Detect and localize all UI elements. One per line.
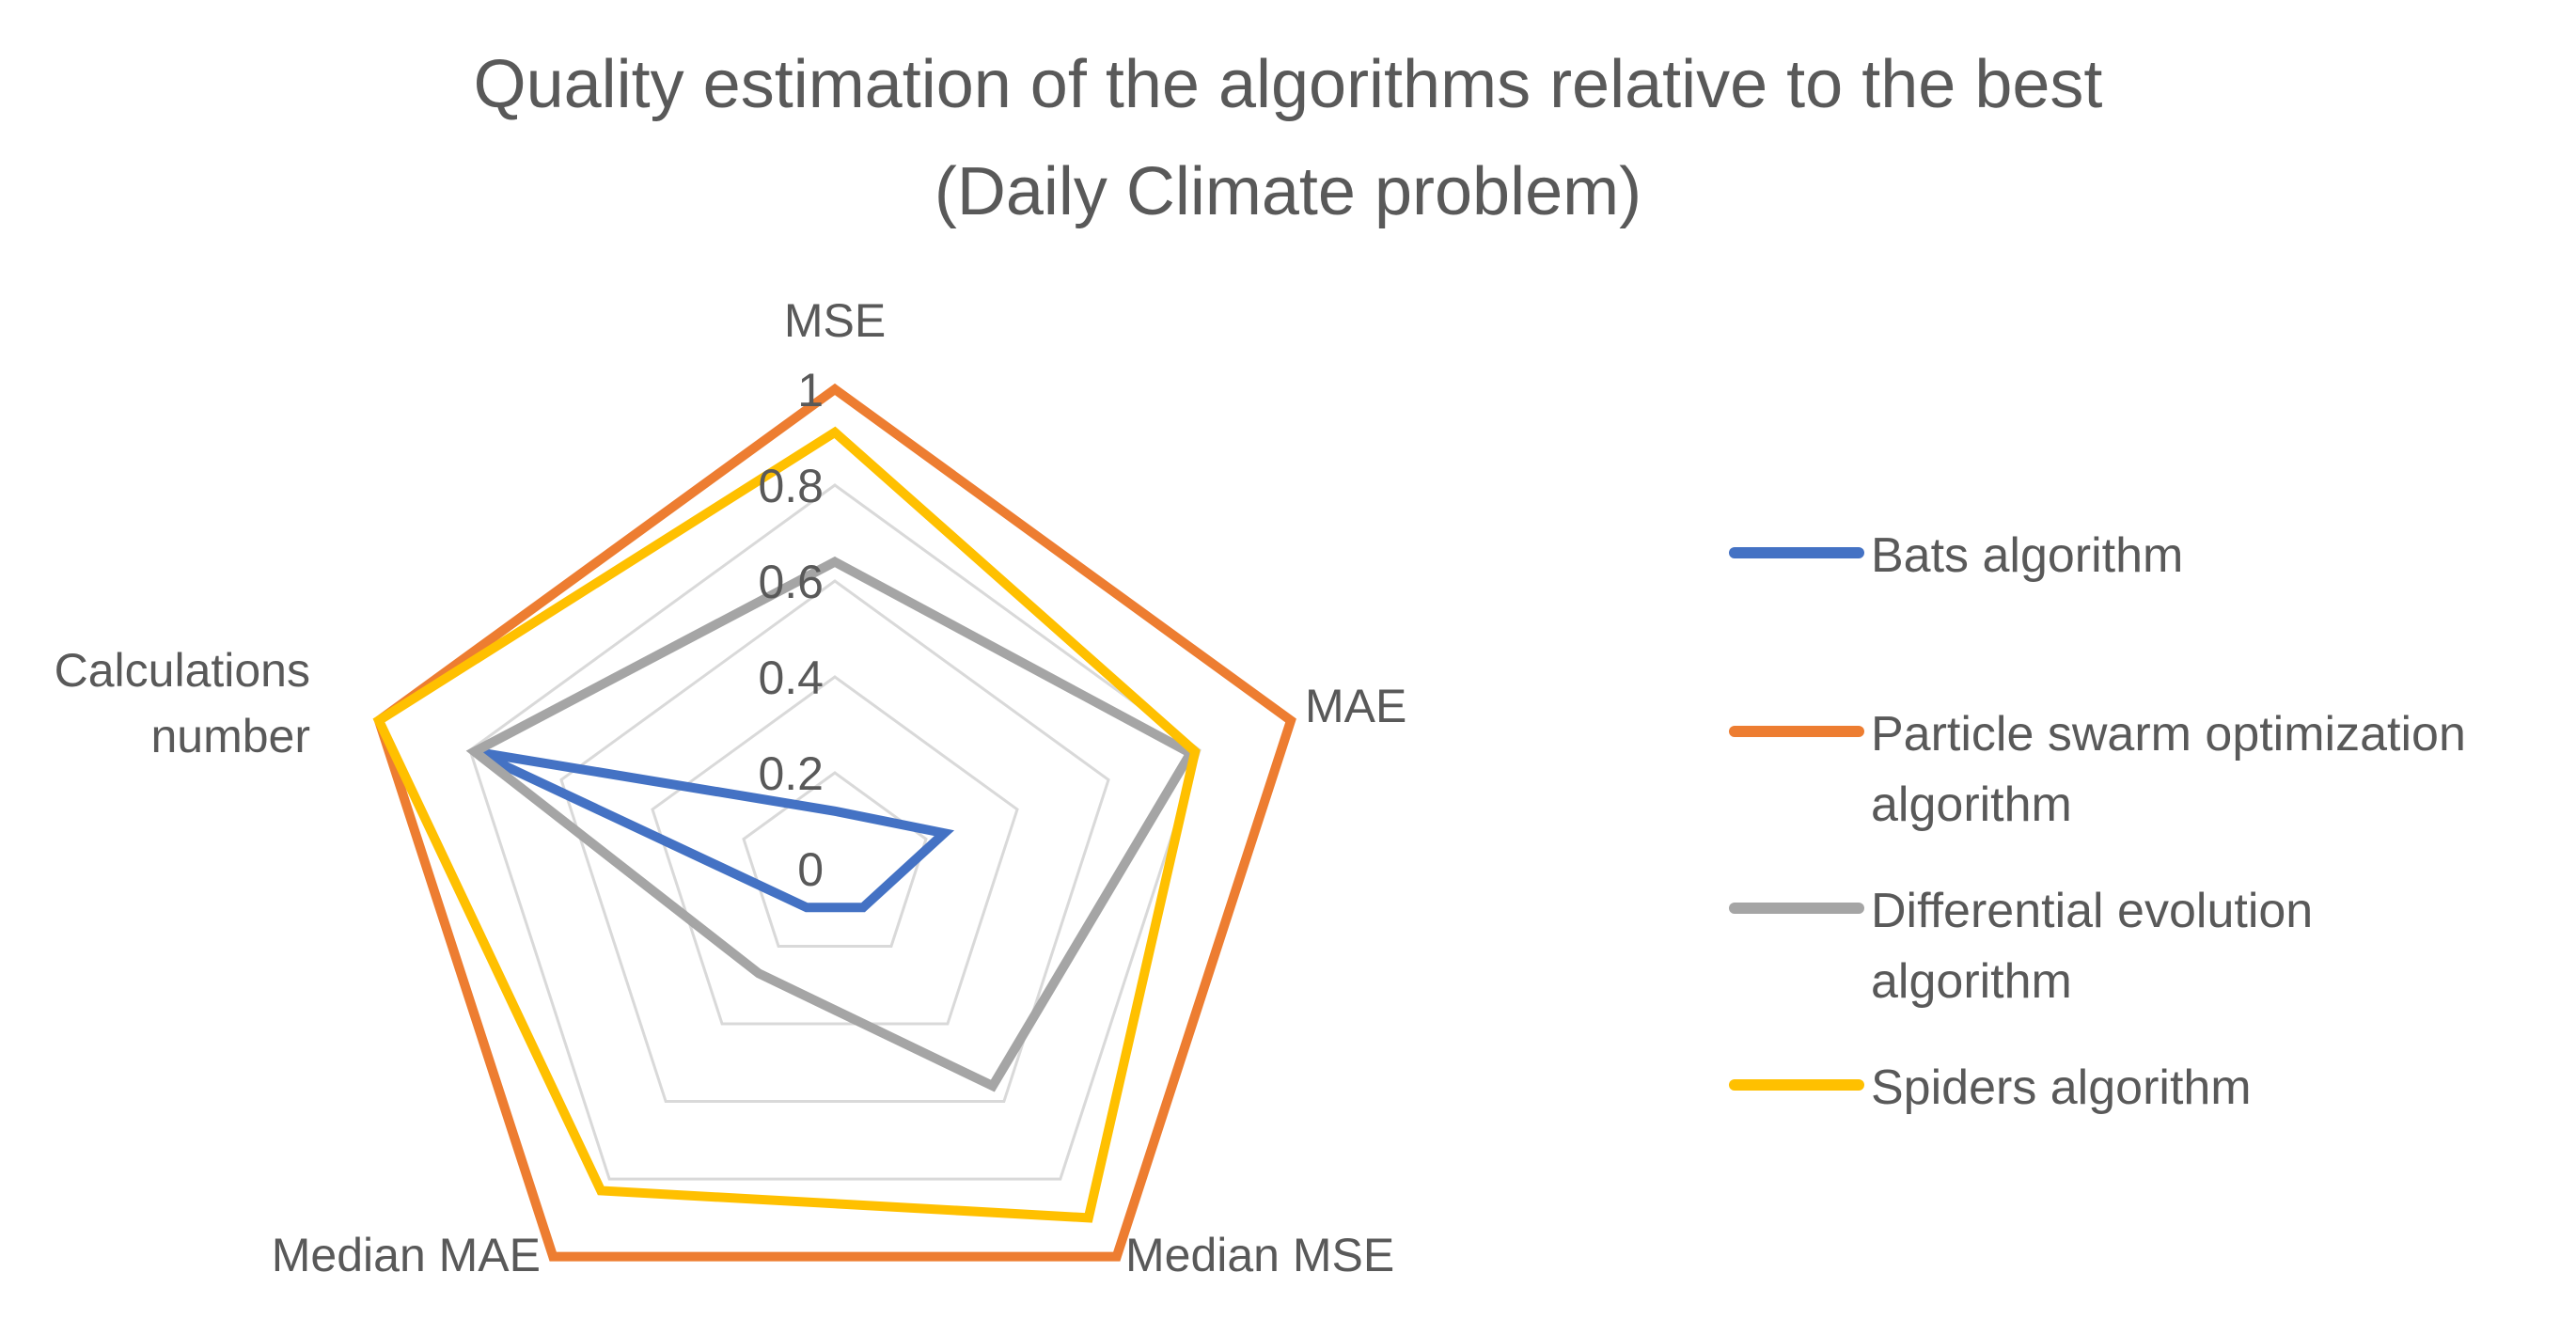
axis-label: number (150, 710, 310, 762)
series-line-2 (465, 556, 1198, 1092)
radial-tick-label: 0 (797, 843, 824, 896)
radial-tick-label: 0.2 (758, 747, 824, 800)
radial-tick-label: 0.6 (758, 556, 824, 608)
legend-item[interactable]: Particle swarm optimization algorithm (1729, 707, 2466, 832)
axis-label: Median MAE (272, 1229, 541, 1281)
axis-label: Median MSE (1125, 1229, 1394, 1281)
legend-label: Differential evolution (1871, 884, 2313, 938)
axis-label: MSE (784, 294, 886, 347)
legend: Bats algorithm Particle swarm optimizatio… (1729, 528, 2466, 1115)
axis-label: MAE (1305, 680, 1406, 732)
legend-label: algorithm (1871, 954, 2072, 1009)
series-line-0 (472, 746, 955, 913)
legend-label: algorithm (1871, 777, 2072, 832)
radial-tick-labels: 0 0.2 0.4 0.6 0.8 1 (758, 364, 824, 896)
axis-label: Calculations (55, 644, 310, 697)
series-line-3 (372, 426, 1201, 1223)
radial-tick-label: 1 (797, 364, 824, 416)
chart-title: Quality estimation of the algorithms rel… (474, 47, 2103, 229)
legend-item[interactable]: Differential evolution algorithm (1729, 884, 2313, 1009)
legend-label: Particle swarm optimization (1871, 707, 2466, 762)
radial-tick-label: 0.8 (758, 460, 824, 512)
series-line-1 (373, 383, 1296, 1262)
legend-label: Bats algorithm (1871, 528, 2183, 583)
radar-series (372, 383, 1296, 1262)
legend-label: Spiders algorithm (1871, 1060, 2252, 1115)
radial-tick-label: 0.4 (758, 652, 824, 704)
legend-item[interactable]: Bats algorithm (1729, 528, 2183, 583)
chart-title-line: (Daily Climate problem) (935, 154, 1641, 229)
axis-labels: MSE MAE Median MSE Median MAE Calculations nu… (55, 294, 1407, 1281)
grid-ring (651, 675, 1019, 1026)
legend-item[interactable]: Spiders algorithm (1729, 1060, 2252, 1115)
grid-ring (559, 579, 1110, 1104)
chart-title-line: Quality estimation of the algorithms rel… (474, 47, 2103, 122)
